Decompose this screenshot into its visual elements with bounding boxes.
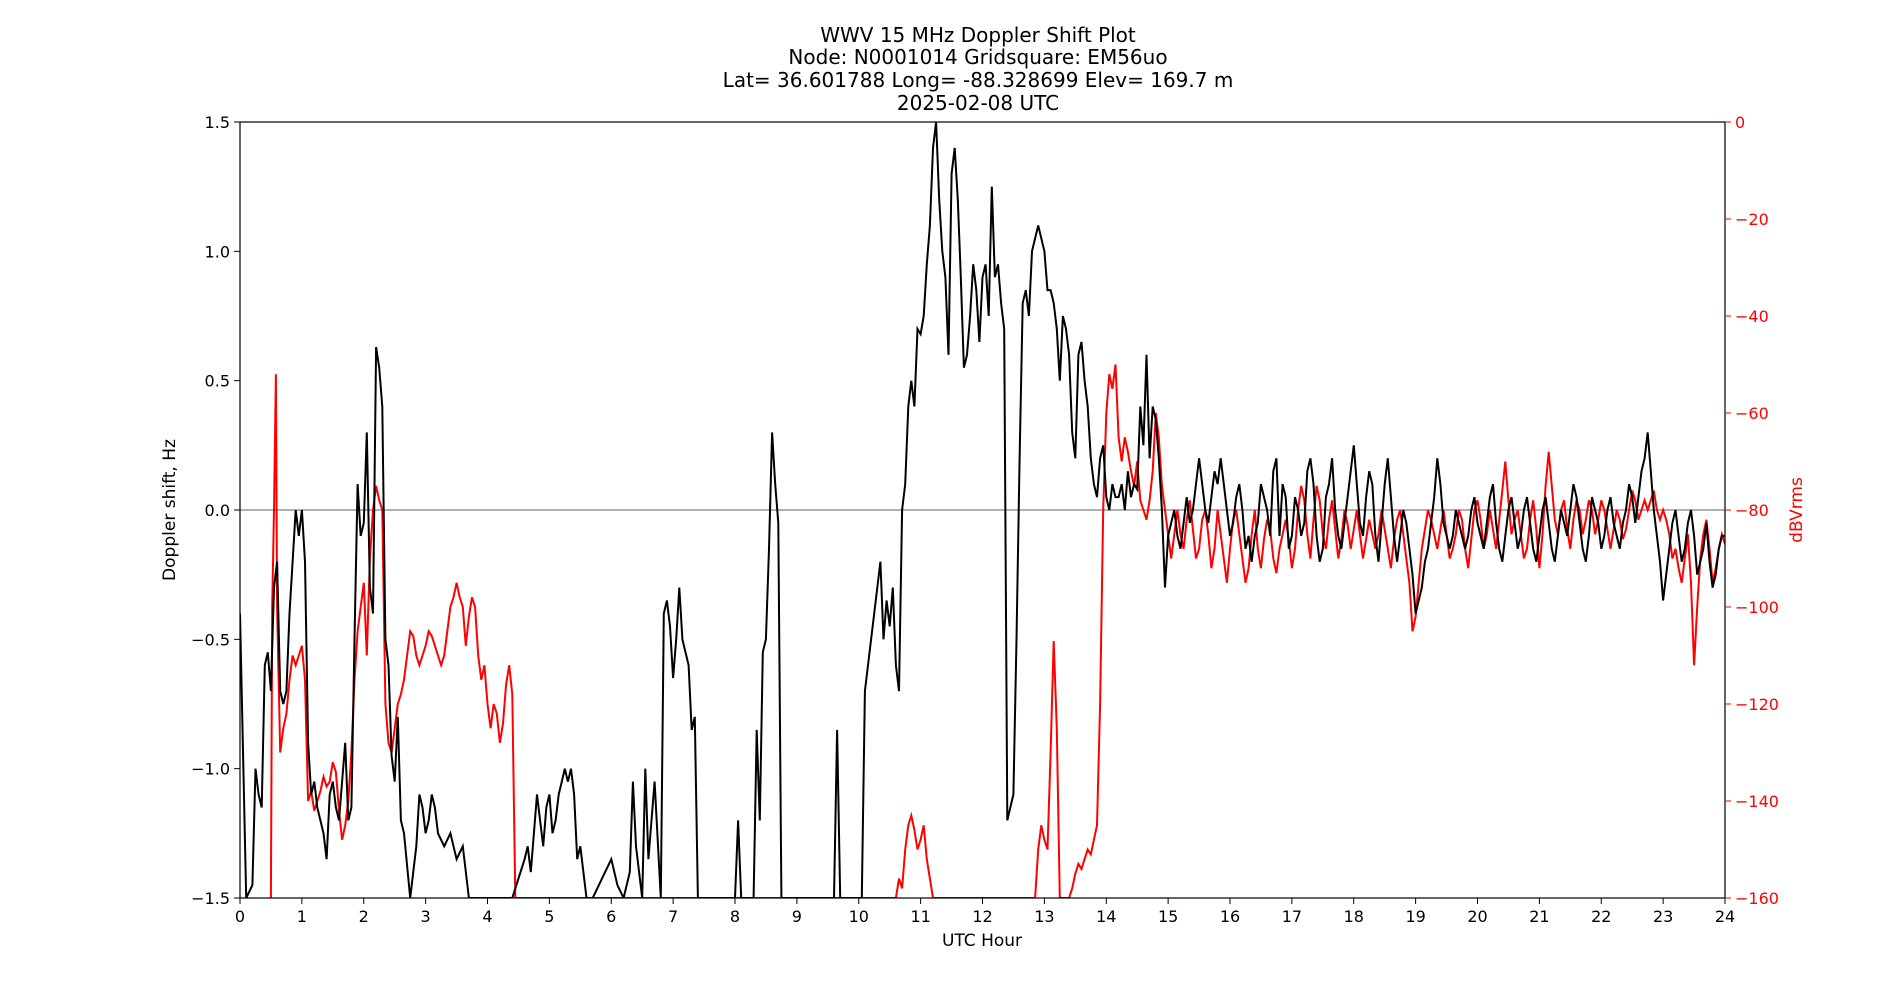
title-line-4: 2025-02-08 UTC: [897, 91, 1059, 115]
x-tick-label: 6: [606, 907, 616, 926]
x-axis-label: UTC Hour: [942, 931, 1022, 951]
y-right-tick-label: −140: [1735, 792, 1779, 811]
x-tick-label: 24: [1715, 907, 1735, 926]
x-tick-label: 11: [910, 907, 930, 926]
y-axis-left: −1.5 −1.0 −0.5 0.0 0.5 1.0 1.5: [191, 113, 240, 908]
x-tick-label: 3: [421, 907, 431, 926]
chart-title: WWV 15 MHz Doppler Shift Plot Node: N000…: [723, 23, 1234, 115]
title-line-3: Lat= 36.601788 Long= -88.328699 Elev= 16…: [723, 68, 1234, 92]
x-tick-label: 12: [972, 907, 992, 926]
x-tick-label: 10: [849, 907, 869, 926]
y-left-tick-label: 1.0: [205, 242, 230, 261]
y-right-tick-label: −100: [1735, 598, 1779, 617]
y-left-tick-label: −1.5: [191, 889, 230, 908]
y-right-tick-label: −20: [1735, 210, 1769, 229]
x-tick-label: 7: [668, 907, 678, 926]
x-tick-label: 8: [730, 907, 740, 926]
x-tick-label: 21: [1529, 907, 1549, 926]
title-line-1: WWV 15 MHz Doppler Shift Plot: [820, 23, 1136, 47]
x-tick-label: 18: [1344, 907, 1364, 926]
y-right-tick-label: 0: [1735, 113, 1745, 132]
signal-power-series-line: [269, 364, 1725, 898]
x-tick-label: 22: [1591, 907, 1611, 926]
x-axis: 0 1 2 3 4 5 6 7 8 9 10 11 12 13 14 15 16 17 18 19 20 21 22 23 24: [235, 898, 1735, 926]
x-tick-label: 4: [482, 907, 492, 926]
y-left-tick-label: 0.0: [205, 501, 230, 520]
y-left-tick-label: 0.5: [205, 372, 230, 391]
y-left-tick-label: 1.5: [205, 113, 230, 132]
y-left-tick-label: −1.0: [191, 760, 230, 779]
y-axis-left-label: Doppler shift, Hz: [160, 439, 180, 581]
x-tick-label: 1: [297, 907, 307, 926]
y-right-tick-label: −60: [1735, 404, 1769, 423]
x-tick-label: 5: [544, 907, 554, 926]
x-tick-label: 15: [1158, 907, 1178, 926]
x-tick-label: 20: [1467, 907, 1487, 926]
x-tick-label: 16: [1220, 907, 1240, 926]
x-tick-label: 23: [1653, 907, 1673, 926]
y-right-tick-label: −120: [1735, 695, 1779, 714]
x-tick-label: 9: [792, 907, 802, 926]
title-line-2: Node: N0001014 Gridsquare: EM56uo: [788, 45, 1167, 69]
x-tick-label: 17: [1282, 907, 1302, 926]
y-right-tick-label: −160: [1735, 889, 1779, 908]
x-tick-label: 19: [1405, 907, 1425, 926]
y-left-tick-label: −0.5: [191, 630, 230, 649]
x-tick-label: 14: [1096, 907, 1116, 926]
doppler-shift-series-line: [240, 122, 1725, 898]
x-tick-label: 2: [359, 907, 369, 926]
y-axis-right: −160 −140 −120 −100 −80 −60 −40 −20 0: [1725, 113, 1779, 908]
y-right-tick-label: −80: [1735, 501, 1769, 520]
x-tick-label: 0: [235, 907, 245, 926]
y-right-tick-label: −40: [1735, 307, 1769, 326]
x-tick-label: 13: [1034, 907, 1054, 926]
y-axis-right-label: dBVrms: [1787, 477, 1807, 543]
